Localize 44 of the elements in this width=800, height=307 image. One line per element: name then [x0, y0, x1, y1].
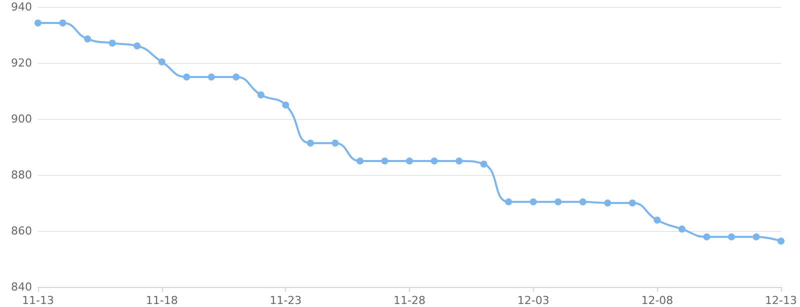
point [59, 19, 66, 26]
point [703, 233, 710, 240]
point [752, 233, 760, 240]
y-tick-label: 880 [11, 168, 32, 182]
point [257, 91, 264, 98]
point [232, 74, 240, 80]
point [84, 35, 92, 42]
point [778, 238, 785, 245]
y-tick-label: 920 [11, 56, 32, 70]
point [505, 198, 512, 206]
point [678, 226, 686, 233]
y-tick-label: 840 [11, 280, 32, 294]
point [554, 198, 562, 206]
x-tick-label: 12-13 [765, 294, 798, 307]
point [456, 158, 463, 164]
point [108, 40, 116, 47]
point [654, 216, 661, 224]
x-tick-label: 11-28 [394, 294, 426, 307]
point [604, 200, 612, 206]
point [579, 198, 586, 206]
point [34, 19, 42, 26]
point [332, 140, 339, 147]
point [306, 140, 314, 147]
point [406, 158, 414, 164]
point [530, 198, 537, 206]
point [430, 158, 438, 164]
x-tick-label: 11-23 [270, 294, 302, 307]
point [381, 158, 388, 164]
y-tick-label: 940 [11, 0, 32, 14]
y-tick-label: 900 [11, 112, 32, 126]
point [480, 160, 488, 168]
point [628, 200, 636, 206]
x-tick-label: 11-13 [22, 294, 54, 307]
point [282, 102, 290, 108]
point [134, 42, 141, 50]
x-tick-label: 12-08 [641, 294, 674, 307]
point [158, 58, 166, 66]
point [728, 233, 735, 240]
y-tick-label: 860 [11, 224, 32, 238]
point [183, 74, 190, 80]
x-tick-label: 11-18 [146, 294, 178, 307]
point [356, 158, 364, 164]
point [208, 74, 215, 80]
x-tick-label: 12-03 [517, 294, 550, 307]
